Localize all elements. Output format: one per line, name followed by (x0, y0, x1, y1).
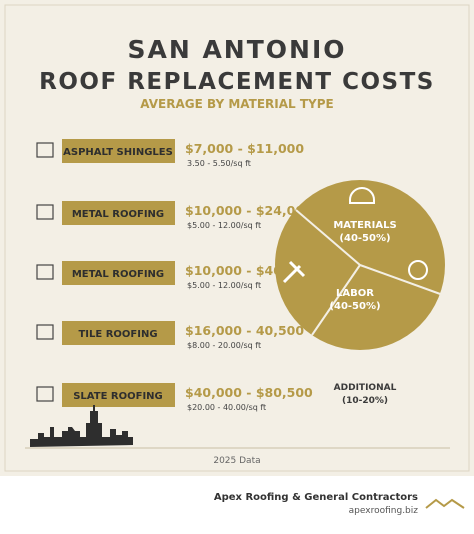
title: SAN ANTONIO (127, 35, 346, 64)
pie-label: MATERIALS (333, 220, 396, 231)
label-box (62, 383, 175, 407)
price: $40,000 - $80,500 (185, 385, 313, 400)
label-box (62, 321, 175, 345)
label: ASPHALT SHINGLES (63, 147, 173, 158)
label-box (62, 201, 175, 225)
tools-icon (282, 260, 306, 284)
icon (36, 386, 54, 402)
additional-label: (10-20%) (342, 396, 388, 406)
icon (36, 204, 54, 220)
price: $7,000 - $11,000 (185, 141, 304, 156)
pie-label: LABOR (336, 288, 374, 299)
additional-label: ADDITIONAL (334, 383, 397, 393)
icon (36, 324, 54, 340)
label: METAL ROOFING (72, 269, 164, 280)
company: Apex Roofing & General Contractors (214, 492, 418, 503)
logo (425, 498, 465, 509)
label-box (62, 261, 175, 285)
subtitle: AVERAGE BY MATERIAL TYPE (140, 97, 333, 111)
pie-label: (40-50%) (339, 233, 390, 244)
per-sqft: $20.00 - 40.00/sq ft (187, 403, 266, 412)
label: METAL ROOFING (72, 209, 164, 220)
per-sqft: $8.00 - 20.00/sq ft (187, 341, 261, 350)
note: 2025 Data (213, 456, 260, 466)
frame (4, 4, 470, 472)
dollar-icon (408, 260, 428, 280)
skyline (30, 405, 133, 447)
price: $10,000 - $24,000 (185, 203, 313, 218)
per-sqft: $5.00 - 12.00/sq ft (187, 281, 261, 290)
label: TILE ROOFING (78, 329, 157, 340)
url: apexroofing.biz (349, 506, 419, 516)
label: SLATE ROOFING (73, 391, 163, 402)
icon (36, 142, 54, 158)
title: ROOF REPLACEMENT COSTS (39, 69, 435, 95)
per-sqft: 3.50 - 5.50/sq ft (187, 159, 251, 168)
pie-dividers (295, 209, 444, 336)
label-box (62, 139, 175, 163)
helmet-icon (349, 187, 375, 204)
price: $16,000 - 40,500 (185, 323, 304, 338)
per-sqft: $5.00 - 12.00/sq ft (187, 221, 261, 230)
icon (36, 264, 54, 280)
pie-label: (40-50%) (329, 301, 380, 312)
